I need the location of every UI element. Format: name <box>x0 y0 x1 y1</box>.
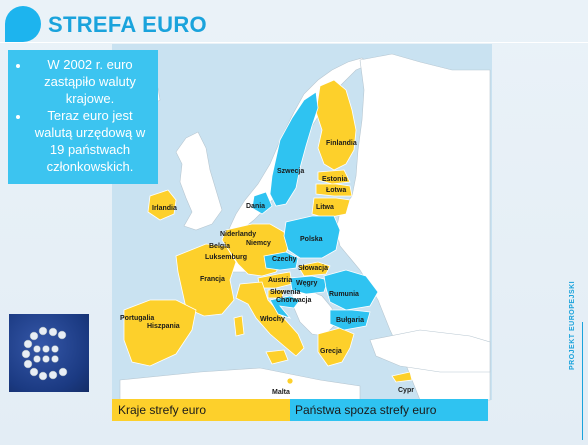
label-portugal: Portugalia <box>120 315 154 322</box>
region-france <box>175 243 237 317</box>
region-hungary <box>289 275 329 295</box>
region-malta <box>286 377 294 385</box>
label-austria: Austria <box>268 277 292 284</box>
label-croatia: Chorwacja <box>276 297 312 304</box>
label-sweden: Szwecja <box>277 168 304 175</box>
title-divider <box>0 42 588 43</box>
region-cyprus <box>391 371 413 383</box>
label-denmark: Dania <box>246 203 265 210</box>
label-finland: Finlandia <box>326 140 357 147</box>
label-ireland: Irlandia <box>152 205 177 212</box>
region-sicily <box>265 349 289 365</box>
legend-non-euro: Państwa spoza strefy euro <box>290 399 488 421</box>
label-belgium: Belgia <box>209 243 230 250</box>
non-euro-eu <box>251 91 379 331</box>
legend-euro: Kraje strefy euro <box>112 399 290 421</box>
euro-coins-image <box>9 314 89 392</box>
label-poland: Polska <box>300 236 323 243</box>
bullet-item: W 2002 r. euro zastąpiło waluty krajowe. <box>30 56 150 107</box>
label-slovenia: Słowenia <box>270 289 300 296</box>
label-italy: Włochy <box>260 316 285 323</box>
label-luxembourg: Luksemburg <box>205 254 247 261</box>
euro-countries <box>123 79 413 385</box>
label-lithuania: Litwa <box>316 204 334 211</box>
label-france: Francja <box>200 276 225 283</box>
bullet-item: Teraz euro jest walutą urzędową w 19 pań… <box>30 107 150 175</box>
region-estonia <box>317 169 351 185</box>
region-denmark <box>251 191 273 215</box>
region-slovakia <box>297 261 331 277</box>
side-divider <box>582 322 583 440</box>
label-estonia: Estonia <box>322 176 347 183</box>
page-title: STREFA EURO <box>48 12 207 37</box>
bullet-list: W 2002 r. euro zastąpiło waluty krajowe.… <box>16 56 150 175</box>
region-ireland <box>147 189 177 221</box>
side-caption: PROJEKT EUROPEJSKI <box>569 280 576 370</box>
label-czechia: Czechy <box>272 256 297 263</box>
region-lithuania <box>311 197 351 219</box>
region-finland <box>315 79 357 171</box>
region-poland <box>283 215 341 259</box>
label-slovakia: Słowacja <box>298 265 328 272</box>
label-malta: Malta <box>272 389 290 396</box>
label-cyprus: Cypr <box>398 387 414 394</box>
label-spain: Hiszpania <box>147 323 180 330</box>
label-latvia: Łotwa <box>326 187 346 194</box>
region-italy <box>235 281 305 357</box>
region-romania <box>323 269 379 311</box>
info-box: W 2002 r. euro zastąpiło waluty krajowe.… <box>8 50 158 184</box>
label-romania: Rumunia <box>329 291 359 298</box>
region-czechia <box>263 251 299 271</box>
region-bulgaria <box>329 309 371 331</box>
label-greece: Grecja <box>320 348 342 355</box>
label-germany: Niemcy <box>246 240 271 247</box>
title-bullet-shape <box>5 6 41 42</box>
label-netherlands: Niderlandy <box>220 231 256 238</box>
region-sardinia <box>233 315 245 337</box>
country-labels: Finlandia Szwecja Estonia Łotwa Litwa Da… <box>120 140 414 396</box>
region-latvia <box>315 183 353 197</box>
label-hungary: Węgry <box>296 280 318 287</box>
region-croatia <box>269 295 301 319</box>
region-sweden <box>269 91 319 207</box>
euro-symbol-icon <box>21 326 68 381</box>
label-bulgaria: Bułgaria <box>336 317 364 324</box>
region-iberia <box>123 299 197 367</box>
